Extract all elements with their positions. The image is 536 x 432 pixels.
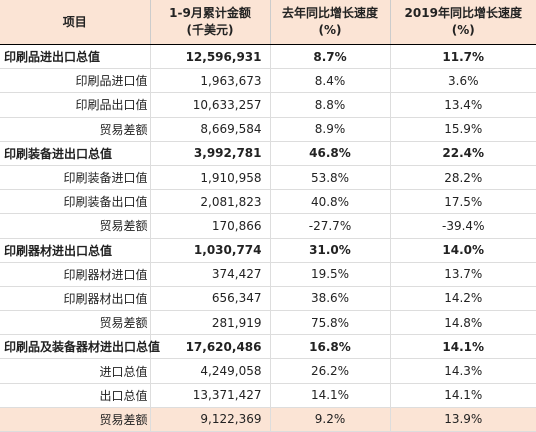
cell: 75.8% (270, 311, 390, 335)
header-cell: 项目 (0, 0, 150, 45)
cell: 12,596,931 (150, 45, 270, 69)
cell: 印刷品进口值 (0, 69, 150, 93)
cell: 印刷器材出口值 (0, 286, 150, 310)
cell: 印刷装备出口值 (0, 190, 150, 214)
cell: 出口总值 (0, 383, 150, 407)
cell: 656,347 (150, 286, 270, 310)
cell: 贸易差额 (0, 311, 150, 335)
cell: 11.7% (390, 45, 536, 69)
cell: 28.2% (390, 165, 536, 189)
header-text: 去年同比增长速度 (271, 5, 390, 22)
cell: 170,866 (150, 214, 270, 238)
cell: 9.2% (270, 407, 390, 431)
header-text: (%) (391, 22, 536, 39)
cell: 26.2% (270, 359, 390, 383)
cell: 14.1% (390, 383, 536, 407)
cell: 印刷装备进口值 (0, 165, 150, 189)
cell: 17.5% (390, 190, 536, 214)
cell: 印刷品及装备器材进出口总值 (0, 335, 150, 359)
cell: 2,081,823 (150, 190, 270, 214)
cell: 1,030,774 (150, 238, 270, 262)
header-text: (%) (271, 22, 390, 39)
cell: 4,249,058 (150, 359, 270, 383)
cell: 53.8% (270, 165, 390, 189)
cell: 16.8% (270, 335, 390, 359)
cell: 8,669,584 (150, 117, 270, 141)
cell: 40.8% (270, 190, 390, 214)
cell: 374,427 (150, 262, 270, 286)
cell: 贸易差额 (0, 407, 150, 431)
cell: 14.1% (270, 383, 390, 407)
cell: -27.7% (270, 214, 390, 238)
cell: 10,633,257 (150, 93, 270, 117)
cell: 贸易差额 (0, 214, 150, 238)
cell: 贸易差额 (0, 117, 150, 141)
header-cell: 2019年同比增长速度(%) (390, 0, 536, 45)
cell: 3,992,781 (150, 141, 270, 165)
header-text: (千美元) (151, 22, 270, 39)
cell: 9,122,369 (150, 407, 270, 431)
cell: 31.0% (270, 238, 390, 262)
cell: 8.4% (270, 69, 390, 93)
header-cell: 去年同比增长速度(%) (270, 0, 390, 45)
cell: 14.8% (390, 311, 536, 335)
cell: 3.6% (390, 69, 536, 93)
cell: 印刷器材进口值 (0, 262, 150, 286)
cell: 8.9% (270, 117, 390, 141)
cell: 13.9% (390, 407, 536, 431)
cell: 14.3% (390, 359, 536, 383)
cell: 13.4% (390, 93, 536, 117)
cell: 38.6% (270, 286, 390, 310)
cell: 19.5% (270, 262, 390, 286)
header-text: 1-9月累计金额 (151, 5, 270, 22)
cell: -39.4% (390, 214, 536, 238)
cell: 14.1% (390, 335, 536, 359)
cell: 1,963,673 (150, 69, 270, 93)
cell: 14.0% (390, 238, 536, 262)
header-cell: 1-9月累计金额(千美元) (150, 0, 270, 45)
cell: 印刷装备进出口总值 (0, 141, 150, 165)
cell: 13,371,427 (150, 383, 270, 407)
cell: 22.4% (390, 141, 536, 165)
cell: 46.8% (270, 141, 390, 165)
cell: 8.7% (270, 45, 390, 69)
cell: 13.7% (390, 262, 536, 286)
cell: 281,919 (150, 311, 270, 335)
cell: 8.8% (270, 93, 390, 117)
cell: 14.2% (390, 286, 536, 310)
cell: 进口总值 (0, 359, 150, 383)
cell: 1,910,958 (150, 165, 270, 189)
cell: 印刷器材进出口总值 (0, 238, 150, 262)
cell: 17,620,486 (150, 335, 270, 359)
cell: 印刷品进出口总值 (0, 45, 150, 69)
header-text: 2019年同比增长速度 (391, 5, 536, 22)
cell: 印刷品出口值 (0, 93, 150, 117)
cell: 15.9% (390, 117, 536, 141)
